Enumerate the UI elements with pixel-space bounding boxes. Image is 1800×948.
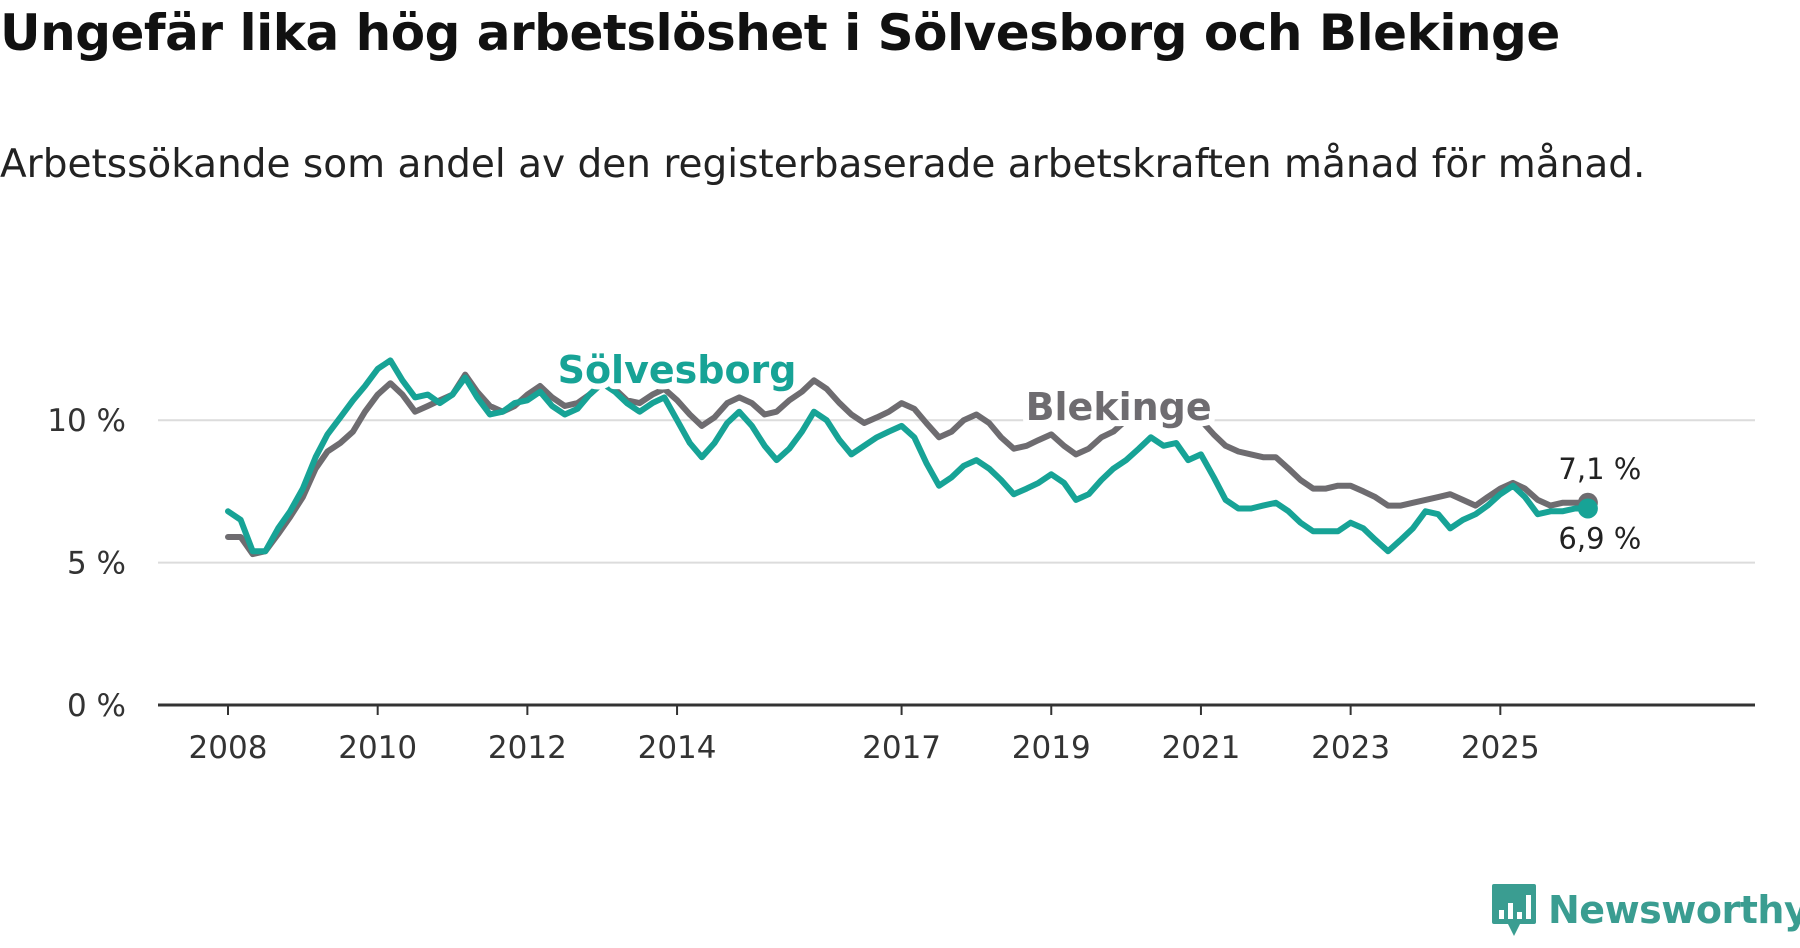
chart-subtitle: Arbetssökande som andel av den registerb… — [0, 142, 1646, 187]
x-tick-label: 2010 — [338, 730, 417, 766]
series-label-solvesborg: Sölvesborg — [558, 348, 797, 392]
series-line-solvesborg — [225, 357, 1591, 555]
x-tick-label: 2021 — [1161, 730, 1240, 766]
x-tick-label: 2017 — [862, 730, 941, 766]
y-tick-label: 0 % — [67, 688, 126, 724]
x-tick-label: 2014 — [638, 730, 717, 766]
x-tick-label: 2023 — [1311, 730, 1390, 766]
end-value-label: 6,9 % — [1558, 521, 1641, 555]
y-tick-label: 10 % — [47, 403, 126, 439]
brand-name: Newsworthy — [1548, 888, 1800, 932]
series-label-blekinge: Blekinge — [1026, 385, 1212, 429]
brand: Newsworthy — [1490, 880, 1800, 940]
y-tick-label: 5 % — [67, 546, 126, 582]
newsworthy-logo-icon — [1492, 884, 1536, 936]
series-line-blekinge — [225, 371, 1591, 558]
x-tick-label: 2012 — [488, 730, 567, 766]
x-tick-label: 2025 — [1461, 730, 1540, 766]
end-marker-solvesborg — [1577, 498, 1598, 519]
end-value-label: 7,1 % — [1558, 452, 1641, 486]
x-tick-label: 2019 — [1012, 730, 1091, 766]
x-tick-label: 2008 — [189, 730, 268, 766]
chart-title: Ungefär lika hög arbetslöshet i Sölvesbo… — [0, 4, 1560, 62]
